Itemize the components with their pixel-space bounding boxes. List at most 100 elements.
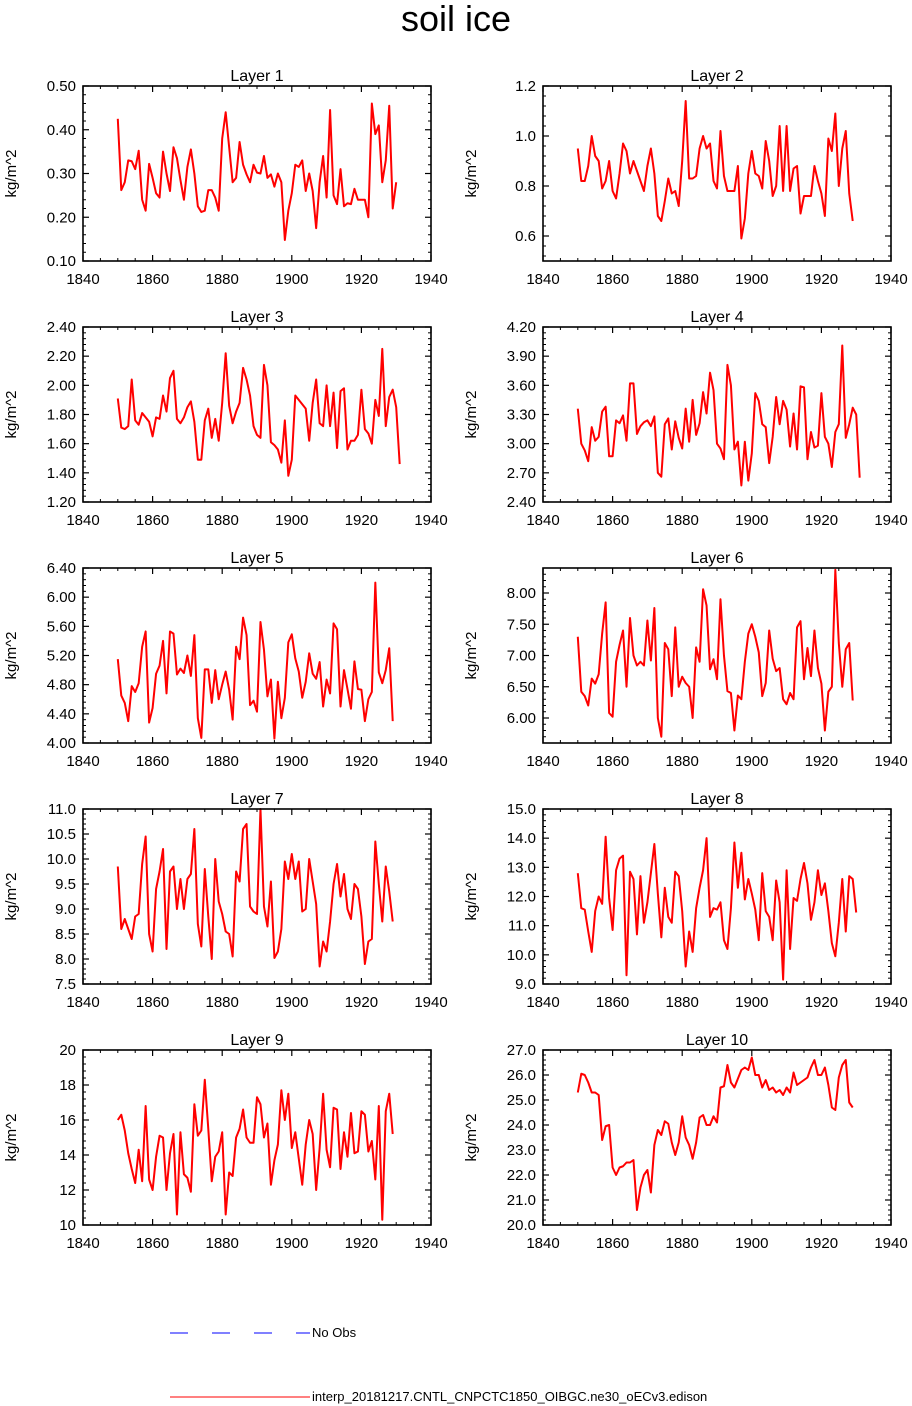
y-tick-label: 2.20 [47, 348, 76, 365]
y-tick-label: 15.0 [507, 801, 536, 818]
y-tick-label: 14.0 [507, 830, 536, 847]
chart-panel-layer-5: Layer 5 kg/m^2 1840 1860 1880 1900 1920 1940 4.0… [3, 550, 448, 770]
y-axis-label: kg/m^2 [3, 1114, 20, 1162]
y-tick-label: 12 [59, 1182, 76, 1199]
x-tick-label: 1880 [666, 271, 699, 288]
y-tick-label: 0.6 [515, 228, 536, 245]
y-axis-label: kg/m^2 [463, 391, 480, 439]
plot-frame [82, 808, 432, 985]
plot-frame [82, 326, 432, 503]
legend: No Obs interp_20181217.CNTL_CNPCTC1850_O… [170, 1325, 707, 1404]
x-tick-label: 1920 [345, 1235, 378, 1252]
plot-frame [82, 567, 432, 744]
y-tick-label: 3.30 [507, 407, 536, 424]
plot-frame [82, 1049, 432, 1226]
y-tick-label: 10.5 [47, 826, 76, 843]
y-tick-label: 7.50 [507, 616, 536, 633]
x-tick-label: 1880 [666, 512, 699, 529]
x-tick-label: 1920 [345, 271, 378, 288]
y-tick-label: 21.0 [507, 1192, 536, 1209]
y-tick-label: 20.0 [507, 1217, 536, 1234]
panel-title: Layer 1 [230, 68, 283, 85]
y-tick-label: 1.40 [47, 465, 76, 482]
y-tick-label: 0.10 [47, 253, 76, 270]
y-tick-label: 2.40 [507, 494, 536, 511]
chart-panel-layer-6: Layer 6 kg/m^2 1840 1860 1880 1900 1920 1940 6.0… [463, 550, 908, 770]
y-tick-label: 23.0 [507, 1142, 536, 1159]
y-tick-label: 5.60 [47, 618, 76, 635]
x-tick-label: 1940 [874, 994, 907, 1011]
x-tick-label: 1860 [136, 512, 169, 529]
y-tick-label: 8.5 [55, 926, 76, 943]
chart-panel-layer-7: Layer 7 kg/m^2 1840 1860 1880 1900 1920 1940 7.5… [3, 791, 448, 1011]
y-tick-label: 2.40 [47, 319, 76, 336]
panel-title: Layer 7 [230, 791, 283, 808]
x-tick-label: 1880 [206, 1235, 239, 1252]
y-tick-label: 1.80 [47, 407, 76, 424]
x-tick-label: 1860 [596, 994, 629, 1011]
y-axis-label: kg/m^2 [3, 150, 20, 198]
chart-panel-layer-10: Layer 10 kg/m^2 1840 1860 1880 1900 1920 1940 20… [463, 1032, 908, 1252]
x-tick-label: 1840 [66, 753, 99, 770]
chart-panels: Layer 1 kg/m^2 1840 1860 1880 1900 1920 1940 0.1… [3, 68, 908, 1252]
x-tick-label: 1900 [735, 753, 768, 770]
y-tick-label: 8.00 [507, 585, 536, 602]
model-series-line [116, 581, 394, 740]
x-tick-label: 1920 [805, 994, 838, 1011]
x-tick-label: 1880 [666, 1235, 699, 1252]
x-tick-label: 1900 [275, 512, 308, 529]
x-tick-label: 1940 [874, 1235, 907, 1252]
model-series-line [576, 344, 861, 487]
chart-panel-layer-9: Layer 9 kg/m^2 1840 1860 1880 1900 1920 1940 10 1… [3, 1032, 448, 1252]
plot-frame [542, 567, 892, 744]
x-tick-label: 1840 [526, 512, 559, 529]
x-tick-label: 1920 [805, 1235, 838, 1252]
x-tick-label: 1900 [735, 271, 768, 288]
plot-frame [542, 326, 892, 503]
plot-frame [542, 808, 892, 985]
x-tick-label: 1840 [526, 753, 559, 770]
y-axis-label: kg/m^2 [463, 632, 480, 680]
x-tick-label: 1860 [136, 753, 169, 770]
x-tick-label: 1940 [414, 753, 447, 770]
y-tick-label: 0.40 [47, 122, 76, 139]
y-tick-label: 0.30 [47, 166, 76, 183]
y-tick-label: 6.50 [507, 679, 536, 696]
y-tick-label: 9.5 [55, 876, 76, 893]
y-tick-label: 0.20 [47, 209, 76, 226]
x-tick-label: 1940 [414, 994, 447, 1011]
y-tick-label: 1.20 [47, 494, 76, 511]
x-tick-label: 1920 [345, 994, 378, 1011]
y-tick-label: 7.00 [507, 648, 536, 665]
panel-title: Layer 2 [690, 68, 743, 85]
y-tick-label: 3.00 [507, 436, 536, 453]
y-tick-label: 9.0 [515, 976, 536, 993]
model-series-line [116, 102, 398, 241]
y-axis-label: kg/m^2 [3, 873, 20, 921]
x-tick-label: 1900 [275, 271, 308, 288]
y-tick-label: 5.20 [47, 648, 76, 665]
x-tick-label: 1900 [735, 512, 768, 529]
panel-title: Layer 3 [230, 309, 283, 326]
x-tick-label: 1900 [275, 994, 308, 1011]
x-tick-label: 1880 [666, 753, 699, 770]
x-tick-label: 1860 [136, 271, 169, 288]
chart-panel-layer-4: Layer 4 kg/m^2 1840 1860 1880 1900 1920 1940 2.4… [463, 309, 908, 529]
chart-panel-layer-2: Layer 2 kg/m^2 1840 1860 1880 1900 1920 1940 0.6… [463, 68, 908, 288]
y-tick-label: 2.70 [507, 465, 536, 482]
panel-title: Layer 8 [690, 791, 743, 808]
model-series-line [576, 100, 854, 240]
x-tick-label: 1840 [66, 1235, 99, 1252]
y-tick-label: 11.0 [508, 918, 536, 935]
y-tick-label: 20 [59, 1042, 76, 1059]
main-title: soil ice [401, 0, 511, 39]
y-tick-label: 7.5 [55, 976, 76, 993]
panel-title: Layer 5 [230, 550, 283, 567]
y-tick-label: 3.60 [507, 377, 536, 394]
y-tick-label: 22.0 [507, 1167, 536, 1184]
y-axis-label: kg/m^2 [463, 150, 480, 198]
y-axis-label: kg/m^2 [3, 632, 20, 680]
x-tick-label: 1860 [596, 512, 629, 529]
panel-title: Layer 4 [690, 309, 743, 326]
